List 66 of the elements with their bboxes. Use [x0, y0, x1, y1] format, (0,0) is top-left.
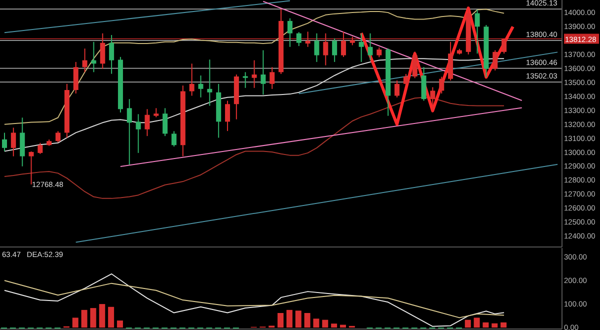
candlestick	[252, 60, 257, 88]
bar	[72, 318, 78, 328]
bar	[99, 304, 106, 328]
candlestick	[56, 130, 61, 143]
candlestick	[403, 73, 408, 88]
candlestick	[10, 127, 16, 157]
candlestick	[368, 32, 373, 61]
candlestick	[492, 50, 498, 71]
candlestick	[270, 66, 275, 90]
candlestick	[109, 34, 114, 74]
line-series	[4, 280, 505, 318]
candlestick	[225, 100, 230, 132]
candlestick	[430, 86, 436, 112]
bar	[322, 320, 328, 328]
candlestick	[332, 38, 338, 62]
candlestick	[136, 114, 141, 154]
candlestick	[394, 80, 400, 98]
bar	[464, 320, 471, 328]
candlestick	[38, 142, 43, 154]
candlestick	[73, 61, 78, 94]
candlestick	[323, 32, 328, 66]
candlestick	[340, 31, 346, 58]
candlestick	[144, 108, 150, 137]
bar	[331, 324, 338, 328]
candlestick	[314, 32, 320, 62]
candlestick	[376, 46, 382, 58]
bar	[81, 310, 88, 328]
candlestick	[82, 48, 88, 73]
line-series	[360, 6, 514, 126]
candlestick	[126, 98, 132, 166]
candlestick	[287, 18, 292, 48]
candlestick	[358, 32, 364, 62]
bar	[286, 310, 292, 328]
bar	[295, 310, 302, 328]
bar	[474, 318, 480, 328]
candlestick	[28, 150, 34, 185]
candlestick	[242, 72, 248, 88]
candlestick	[207, 59, 212, 106]
bar	[278, 312, 284, 328]
candlestick	[305, 31, 310, 48]
candlestick	[502, 38, 507, 54]
candlestick	[260, 50, 266, 96]
candlestick	[474, 9, 480, 54]
candlestick	[154, 108, 159, 118]
bar	[116, 320, 123, 328]
candlestick	[421, 66, 426, 102]
bar	[304, 312, 310, 328]
candlestick	[100, 32, 106, 70]
candlestick	[412, 51, 418, 79]
bar	[90, 308, 96, 328]
bar	[313, 318, 320, 328]
bar	[500, 322, 507, 328]
candlestick	[189, 63, 194, 96]
candlestick	[20, 117, 25, 167]
candlestick	[171, 130, 176, 148]
candlestick	[198, 74, 204, 98]
bar	[492, 323, 498, 328]
candlestick	[2, 132, 7, 152]
candlestick	[296, 32, 302, 47]
line-series	[4, 273, 505, 327]
candlestick	[439, 76, 444, 94]
bar	[108, 306, 114, 328]
line-series	[4, 8, 505, 125]
candlestick	[162, 108, 168, 137]
bar	[482, 322, 489, 328]
candlestick	[91, 41, 96, 73]
